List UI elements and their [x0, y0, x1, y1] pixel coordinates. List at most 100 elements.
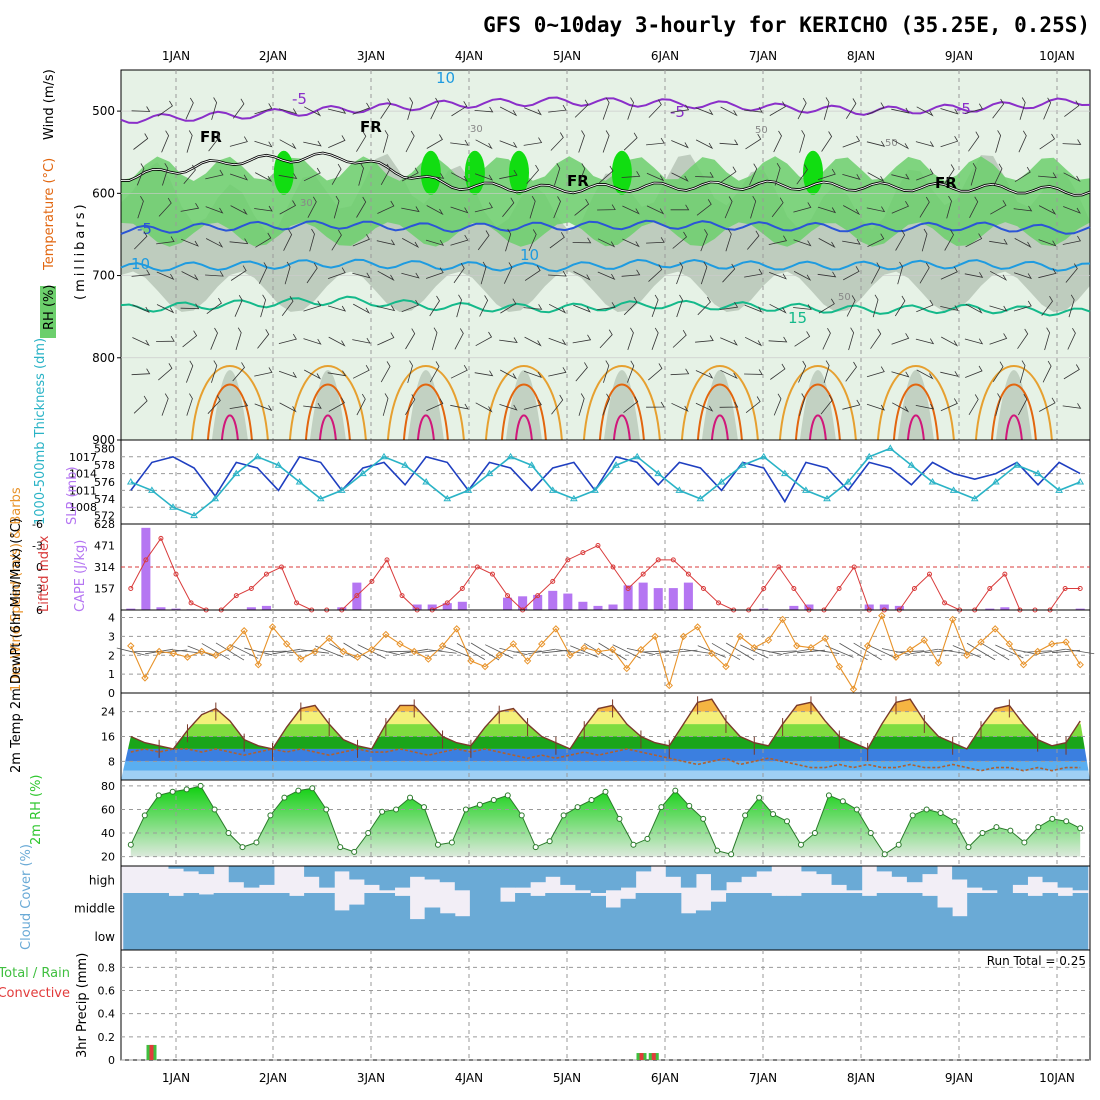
wind-barb-icon [407, 97, 414, 120]
cloud-high-bar [726, 866, 742, 883]
wind-barb-icon [116, 647, 145, 656]
wind-barb-icon [352, 102, 371, 115]
wind-barb-icon [328, 336, 346, 347]
wind-barb-icon [572, 334, 592, 344]
wind-barb-icon [456, 294, 462, 318]
rh2m-point [183, 786, 190, 793]
wind-barb-icon [254, 140, 273, 148]
wind-barb-icon [940, 266, 958, 280]
wind-barb-icon [745, 396, 761, 414]
cloud-low-bar [394, 922, 411, 950]
thickness-point [169, 503, 177, 510]
wind-speed-point [693, 623, 702, 631]
rh2m-point [337, 844, 344, 851]
wind-barb-icon [989, 305, 1008, 312]
contour-label: 15 [788, 309, 807, 327]
wind-barb-icon [303, 338, 322, 345]
rh2m-tick-label: 60 [101, 803, 115, 816]
isotherm-loop-hottest [710, 414, 729, 441]
cape-tick-label: 314 [94, 561, 115, 574]
isotherm-line [120, 96, 1091, 124]
wind-barb-icon [695, 107, 714, 116]
cloud-middle-bar [454, 916, 471, 922]
wind-barb-icon [797, 97, 807, 120]
cloud-high-bar [575, 866, 591, 891]
wind-barb-icon [380, 163, 391, 185]
wind-barb-icon [697, 296, 711, 316]
cloud-low-bar [379, 922, 396, 950]
rh2m-point [393, 806, 400, 813]
wind-speed-point [1033, 647, 1042, 656]
cloud-low-bar [906, 922, 923, 950]
wind-barb-icon [382, 130, 389, 153]
li-point [173, 571, 179, 577]
wind-barb-icon [867, 102, 885, 115]
rh2m-point [1063, 818, 1070, 825]
wind-barb-icon [502, 197, 515, 218]
wind-barb-icon [793, 202, 812, 213]
wind-barb-icon [258, 262, 268, 284]
wind-barb-icon [695, 370, 714, 379]
cloud-middle-bar [590, 895, 606, 922]
wind-barb-icon [952, 645, 981, 658]
wind-barb-icon [352, 272, 371, 279]
wind-barb-icon [306, 262, 318, 284]
date-label-top: 3JAN [357, 49, 385, 63]
isotherm-loop-hot [500, 383, 547, 441]
thickness-point [527, 461, 536, 468]
wind-barb-icon [1041, 295, 1053, 316]
wind-speed-point [382, 630, 390, 639]
wind-speed-point [679, 632, 688, 641]
wind-barb-icon [965, 233, 983, 248]
wind-barb-icon [769, 101, 786, 116]
rh-convective-column [995, 370, 1032, 440]
upper-air-ylabel-group: RH (%) Temperature (°C) Wind (m/s) (milliba… [40, 69, 88, 338]
rh2m-point [853, 806, 860, 813]
wind-barb-icon [254, 103, 273, 115]
wind-barb-icon [622, 238, 640, 248]
rh2m-point [951, 818, 958, 825]
wind-barb-icon [156, 236, 175, 245]
chart-title: GFS 0~10day 3-hourly for KERICHO (35.25E… [483, 13, 1090, 37]
wind-barb-icon [229, 400, 249, 409]
isotherm-loop-hottest [416, 414, 435, 441]
wind-barb-icon [377, 200, 395, 214]
wind-barb-icon [475, 402, 493, 413]
wind-barb-icon [429, 295, 440, 317]
cloud-high-bar [349, 866, 365, 880]
wind-barb-icon [796, 164, 808, 185]
isotherm-loop-hot [696, 383, 743, 441]
li-point [474, 564, 480, 570]
cape-tick-label: 471 [94, 540, 115, 553]
wind-speed-point [892, 653, 900, 661]
wind-barb-icon [725, 228, 732, 252]
wind-barb-icon [499, 337, 518, 344]
wind-barb-icon [993, 163, 1003, 186]
rh2m-point [434, 841, 441, 848]
rh2m-point [490, 797, 497, 804]
precip-tick-label: 0.8 [98, 961, 116, 974]
cloud-high-bar [1042, 866, 1059, 883]
wind-barb-icon [722, 263, 736, 283]
cloud-low-bar [289, 922, 305, 950]
wind-barb-icon [1019, 97, 1026, 120]
wind-speed-point [566, 651, 574, 659]
wind-barb-icon [211, 360, 218, 383]
wind-barb-icon [648, 264, 663, 282]
cloud-middle-bar [861, 895, 878, 922]
li-point [655, 557, 661, 563]
wind-speed-point [282, 640, 291, 648]
rh2m-point [141, 812, 148, 819]
cloud-high-bar [304, 866, 320, 877]
wind-barb-icon [356, 131, 367, 152]
wind-barb-icon [278, 173, 298, 179]
wind-barb-icon [1013, 272, 1033, 280]
wind-barb-icon [526, 164, 539, 184]
wind-barb-icon [1067, 327, 1076, 350]
thickness-point [1034, 469, 1042, 477]
contour-label: FR [935, 174, 957, 192]
wind-barb-icon [180, 303, 200, 310]
cloud-low-bar [319, 922, 335, 950]
wind-barb-icon [602, 97, 610, 120]
wind-barb-icon [916, 299, 934, 313]
